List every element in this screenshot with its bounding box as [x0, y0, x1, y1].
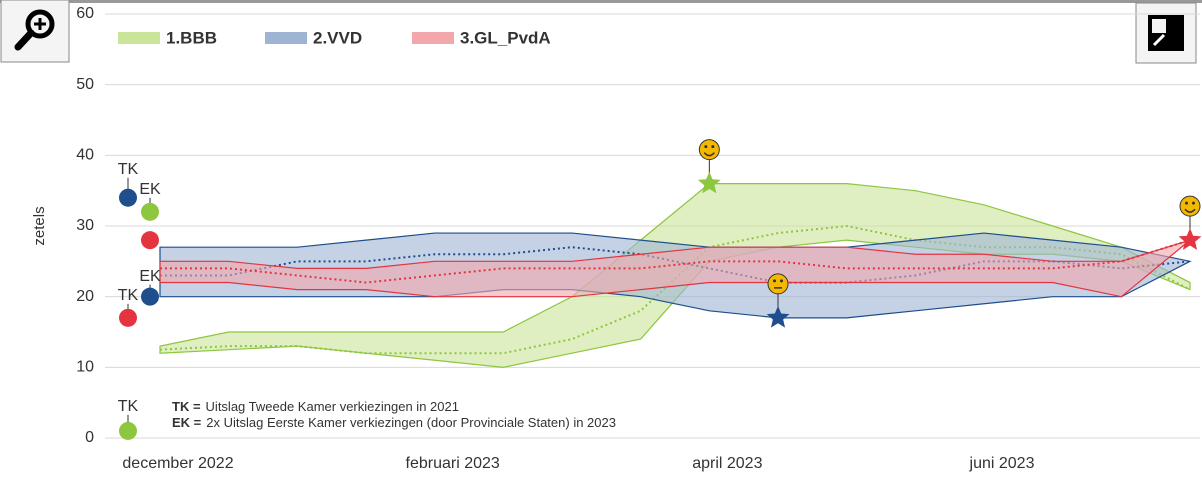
x-tick-label: december 2022: [122, 455, 233, 472]
star-marker: [766, 305, 790, 328]
zoom-icon[interactable]: [25, 9, 55, 39]
result-marker: [119, 308, 137, 327]
footnote-key: TK =: [172, 399, 201, 414]
smiley-eye: [1192, 201, 1195, 205]
result-marker: [141, 231, 159, 250]
smiley-mouth: [1184, 208, 1196, 213]
y-tick-label: 0: [85, 429, 94, 446]
zoom-icon-handle[interactable]: [14, 29, 35, 51]
smiley-icon: [767, 273, 789, 295]
result-marker: [141, 287, 159, 306]
legend-swatch: [118, 32, 160, 44]
top-border: [0, 0, 1202, 3]
marker-label: TK: [118, 287, 139, 304]
legend-swatch: [412, 32, 454, 44]
y-tick-label: 20: [76, 288, 94, 305]
y-tick-label: 10: [76, 359, 94, 376]
smiley-eye: [780, 279, 783, 283]
marker-label: TK: [118, 398, 139, 415]
legend-label: 3.GL_PvdA: [460, 28, 551, 47]
legend-label: 2.VVD: [313, 28, 362, 47]
average-line: [160, 239, 1191, 284]
x-tick-label: april 2023: [692, 455, 762, 472]
footnote: TK = Uitslag Tweede Kamer verkiezingen in…: [172, 399, 459, 414]
smiley-eye: [1185, 201, 1188, 205]
footnote-text: Uitslag Tweede Kamer verkiezingen in 202…: [206, 399, 459, 414]
x-tick-label: februari 2023: [406, 455, 500, 472]
marker-label: EK: [139, 181, 161, 198]
star-marker: [1178, 228, 1202, 250]
legend-swatch: [265, 32, 307, 44]
smiley-icon: [1179, 195, 1201, 217]
y-tick-label: 60: [76, 5, 94, 22]
result-marker: [141, 202, 159, 221]
y-tick-label: 50: [76, 76, 94, 93]
marker-label: EK: [139, 268, 161, 285]
footnote-text: 2x Uitslag Eerste Kamer verkiezingen (do…: [206, 415, 616, 430]
smiley-mouth: [703, 152, 715, 157]
result-marker: [119, 188, 137, 207]
smiley-eye: [704, 145, 708, 149]
x-tick-label: juni 2023: [969, 455, 1035, 472]
result-marker: [119, 421, 137, 440]
range-band: [159, 239, 1191, 298]
smiley-eye: [711, 145, 715, 149]
expand-icon-arrow[interactable]: [1152, 33, 1166, 47]
expand-button[interactable]: [1135, 2, 1197, 64]
zoom-icon-plus[interactable]: [34, 18, 46, 30]
y-axis-label: zetels: [31, 206, 48, 245]
marker-label: TK: [118, 161, 139, 178]
average-line: [159, 224, 1191, 355]
y-tick-label: 30: [76, 217, 94, 234]
legend-label: 1.BBB: [166, 28, 217, 47]
star-marker: [697, 171, 721, 194]
zoom-button-box[interactable]: [0, 0, 70, 63]
y-tick-label: 40: [76, 147, 94, 164]
smiley-icon: [698, 139, 720, 161]
smiley-eye: [773, 279, 776, 283]
zoom-button[interactable]: [0, 0, 70, 63]
footnote-key: EK =: [172, 415, 202, 430]
footnote: EK = 2x Uitslag Eerste Kamer verkiezingen…: [172, 415, 616, 430]
